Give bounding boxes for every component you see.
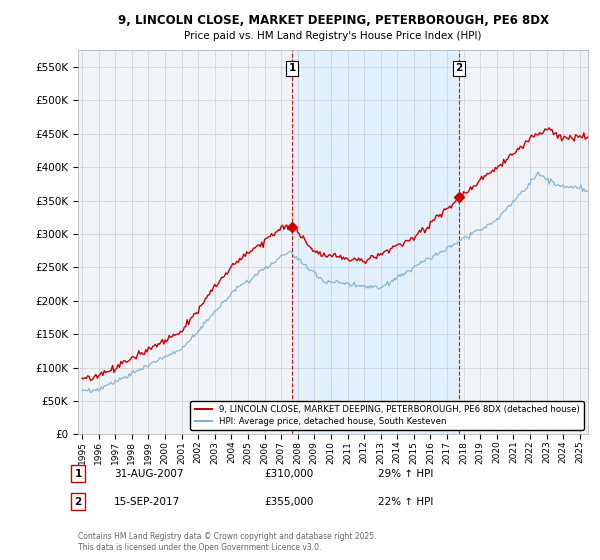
Text: 9, LINCOLN CLOSE, MARKET DEEPING, PETERBOROUGH, PE6 8DX: 9, LINCOLN CLOSE, MARKET DEEPING, PETERB… — [118, 14, 548, 27]
Bar — [292, 50, 459, 435]
Text: 15-SEP-2017: 15-SEP-2017 — [114, 497, 180, 507]
Text: Contains HM Land Registry data © Crown copyright and database right 2025.
This d: Contains HM Land Registry data © Crown c… — [78, 532, 377, 552]
Text: £355,000: £355,000 — [264, 497, 313, 507]
Legend: 9, LINCOLN CLOSE, MARKET DEEPING, PETERBOROUGH, PE6 8DX (detached house), HPI: A: 9, LINCOLN CLOSE, MARKET DEEPING, PETERB… — [190, 401, 584, 430]
Text: 31-AUG-2007: 31-AUG-2007 — [114, 469, 184, 479]
Text: £310,000: £310,000 — [264, 469, 313, 479]
Text: 2: 2 — [455, 63, 463, 73]
Text: 1: 1 — [289, 63, 296, 73]
Text: 29% ↑ HPI: 29% ↑ HPI — [378, 469, 433, 479]
Text: 2: 2 — [74, 497, 82, 507]
Text: 1: 1 — [74, 469, 82, 479]
Text: Price paid vs. HM Land Registry's House Price Index (HPI): Price paid vs. HM Land Registry's House … — [184, 31, 482, 41]
Text: 22% ↑ HPI: 22% ↑ HPI — [378, 497, 433, 507]
